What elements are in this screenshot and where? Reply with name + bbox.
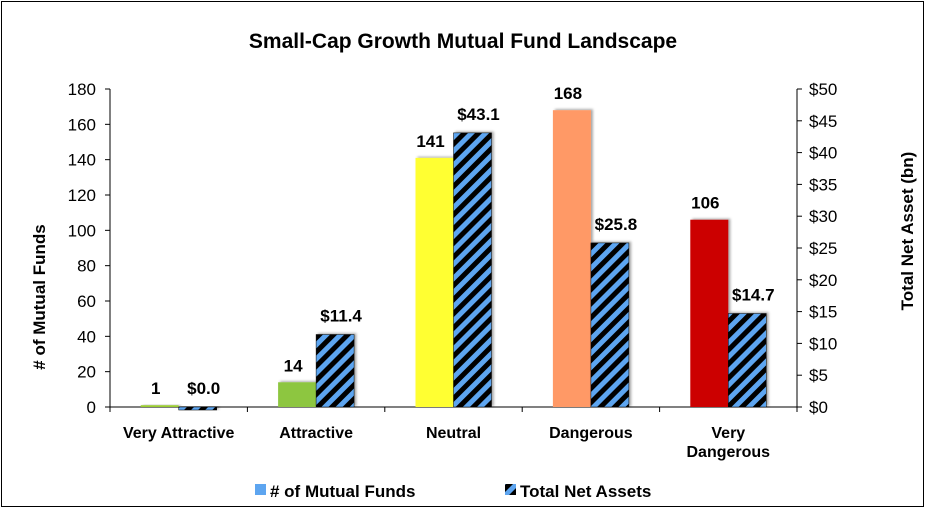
data-label-mutual-funds: 141 — [416, 132, 444, 151]
bar-mutual-funds — [415, 157, 454, 407]
y2-tick-label: $45 — [809, 112, 837, 131]
y2-tick-label: $15 — [809, 303, 837, 322]
y-axis-title: # of Mutual Funds — [30, 224, 49, 369]
y-tick-label: 140 — [68, 151, 96, 170]
data-label-total-net-assets: $43.1 — [457, 105, 500, 124]
y-tick-label: 20 — [77, 363, 96, 382]
data-label-mutual-funds: 14 — [284, 356, 303, 375]
category-label: Attractive — [279, 425, 353, 442]
category-label: Very — [711, 425, 745, 442]
category-labels: Very Attractive Attractive Neutral Dangerou… — [123, 425, 770, 461]
chart-title: Small-Cap Growth Mutual Fund Landscape — [249, 30, 677, 53]
y-tick-label: 100 — [68, 221, 96, 240]
data-label-mutual-funds: 106 — [691, 194, 719, 213]
axes: 0 20 40 60 80 100 120 140 160 180 $0 $5 $10 $15 $20 $25… — [68, 80, 838, 417]
data-label-mutual-funds: 168 — [554, 84, 582, 103]
y-tick-label: 80 — [77, 257, 96, 276]
legend: # of Mutual Funds Total Net Assets — [255, 482, 651, 501]
y2-axis-title: Total Net Asset (bn) — [898, 152, 917, 311]
y-tick-label: 160 — [68, 115, 96, 134]
y2-tick-label: $20 — [809, 271, 837, 290]
bar-mutual-funds — [690, 219, 729, 407]
bar-total-net-assets — [178, 406, 217, 411]
legend-swatch-mutual-funds — [255, 484, 266, 495]
bar-total-net-assets — [315, 334, 355, 408]
y-tick-label: 0 — [87, 398, 96, 417]
y-tick-label: 120 — [68, 186, 96, 205]
y2-tick-label: $30 — [809, 207, 837, 226]
data-label-total-net-assets: $25.8 — [595, 215, 638, 234]
data-label-total-net-assets: $0.0 — [187, 379, 220, 398]
y-tick-label: 180 — [68, 80, 96, 99]
bar-total-net-assets — [453, 132, 492, 408]
legend-swatch-total-net-assets — [505, 484, 516, 495]
category-label: Very Attractive — [123, 425, 235, 442]
data-label-mutual-funds: 1 — [151, 379, 160, 398]
data-label-total-net-assets: $14.7 — [732, 286, 775, 305]
y2-tick-label: $40 — [809, 144, 837, 163]
legend-label-total-net-assets: Total Net Assets — [520, 482, 651, 501]
legend-label-mutual-funds: # of Mutual Funds — [270, 482, 415, 501]
y2-tick-label: $5 — [809, 366, 828, 385]
bar-total-net-assets — [590, 242, 630, 408]
y2-tick-label: $35 — [809, 175, 837, 194]
data-labels: 1 $0.0 14 $11.4 141 $43.1 168 $25.8 106 $14.7 — [151, 84, 775, 398]
y2-tick-label: $50 — [809, 80, 837, 99]
bar-total-net-assets — [728, 313, 767, 408]
category-label: Dangerous — [549, 425, 633, 442]
bars — [140, 110, 767, 411]
y2-tick-label: $25 — [809, 239, 837, 258]
y2-tick-label: $10 — [809, 334, 837, 353]
y-tick-label: 40 — [77, 327, 96, 346]
data-label-total-net-assets: $11.4 — [320, 306, 362, 325]
category-label: Dangerous — [687, 444, 771, 461]
bar-mutual-funds — [552, 110, 591, 407]
category-label: Neutral — [426, 425, 481, 442]
bar-mutual-funds — [278, 382, 317, 407]
y-tick-label: 60 — [77, 292, 96, 311]
y2-tick-label: $0 — [809, 398, 828, 417]
bar-mutual-funds — [140, 405, 179, 407]
